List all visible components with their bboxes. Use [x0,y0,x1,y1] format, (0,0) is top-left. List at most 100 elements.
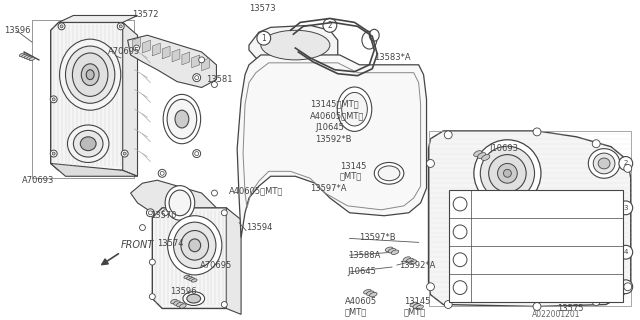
Ellipse shape [187,294,201,303]
Ellipse shape [165,186,195,220]
Circle shape [533,128,541,136]
Ellipse shape [388,249,396,253]
Ellipse shape [593,276,615,297]
Polygon shape [192,55,200,68]
Circle shape [198,57,205,63]
Ellipse shape [175,110,189,128]
Text: 13573: 13573 [249,4,276,13]
Circle shape [50,96,57,103]
Circle shape [121,150,128,157]
Circle shape [140,225,145,230]
Text: A022001201: A022001201 [532,310,580,319]
Polygon shape [237,55,426,237]
Ellipse shape [588,193,620,223]
Ellipse shape [504,261,511,269]
Ellipse shape [181,230,209,260]
Ellipse shape [173,301,180,305]
Polygon shape [127,35,216,87]
Text: 3: 3 [458,255,463,264]
Text: 2: 2 [623,160,628,166]
Circle shape [124,152,126,155]
Text: J10645: J10645 [315,124,344,132]
Text: J10645: J10645 [348,268,376,276]
Circle shape [592,140,600,148]
Ellipse shape [598,203,610,213]
Ellipse shape [24,55,30,59]
Ellipse shape [167,99,196,139]
Text: 13583*D: 13583*D [475,255,512,264]
Ellipse shape [416,305,423,310]
Text: 1: 1 [458,199,463,209]
Polygon shape [162,46,170,59]
Ellipse shape [369,292,377,297]
Text: 13574: 13574 [157,239,184,248]
Circle shape [426,283,435,291]
Bar [32,20,134,178]
Ellipse shape [391,250,399,254]
Circle shape [211,82,218,87]
Text: 4: 4 [458,283,463,292]
Ellipse shape [169,190,191,216]
Text: 2: 2 [458,228,463,236]
Circle shape [134,45,140,51]
Circle shape [119,25,122,28]
Ellipse shape [474,151,482,156]
Ellipse shape [65,46,115,103]
Text: 13581: 13581 [207,75,233,84]
Ellipse shape [489,247,526,283]
Polygon shape [51,22,131,170]
Ellipse shape [364,290,371,294]
Ellipse shape [409,260,417,264]
Circle shape [193,150,201,157]
Ellipse shape [184,275,189,278]
Circle shape [426,159,435,167]
Text: 13575: 13575 [557,304,583,313]
Ellipse shape [337,87,372,132]
Polygon shape [51,164,138,176]
Ellipse shape [163,94,201,144]
Ellipse shape [474,140,541,207]
Circle shape [624,164,632,172]
Circle shape [221,301,227,308]
Polygon shape [152,208,236,308]
Ellipse shape [177,302,183,307]
Ellipse shape [410,302,417,307]
Ellipse shape [362,31,377,49]
Circle shape [619,280,633,294]
Circle shape [117,23,124,30]
Text: 2: 2 [328,21,332,30]
Ellipse shape [342,92,367,126]
Ellipse shape [474,233,541,297]
Circle shape [453,253,467,267]
Polygon shape [131,180,216,230]
Ellipse shape [173,222,216,268]
Ellipse shape [261,30,330,60]
Text: 3: 3 [623,205,628,211]
Text: A70693: A70693 [22,176,54,185]
Circle shape [257,31,271,45]
Polygon shape [182,52,190,65]
Text: 13594: 13594 [246,223,273,232]
Ellipse shape [593,242,615,263]
Text: A70695: A70695 [200,260,232,269]
Circle shape [198,223,205,228]
Circle shape [52,152,55,155]
Circle shape [619,245,633,259]
Text: 13596: 13596 [170,287,196,296]
Circle shape [147,209,154,217]
Ellipse shape [171,299,177,304]
Text: 13570: 13570 [150,211,177,220]
Circle shape [60,25,63,28]
Ellipse shape [598,247,610,258]
Ellipse shape [189,278,195,281]
Text: 〈MT〉: 〈MT〉 [404,307,426,316]
Text: 13145〈MT〉: 13145〈MT〉 [310,100,359,109]
Text: A40605〈MT〉: A40605〈MT〉 [229,187,284,196]
Text: 3: 3 [623,284,628,290]
Circle shape [162,210,168,216]
Polygon shape [143,40,150,53]
Circle shape [453,197,467,211]
Ellipse shape [598,281,610,292]
Bar [449,190,623,301]
Ellipse shape [191,279,197,282]
